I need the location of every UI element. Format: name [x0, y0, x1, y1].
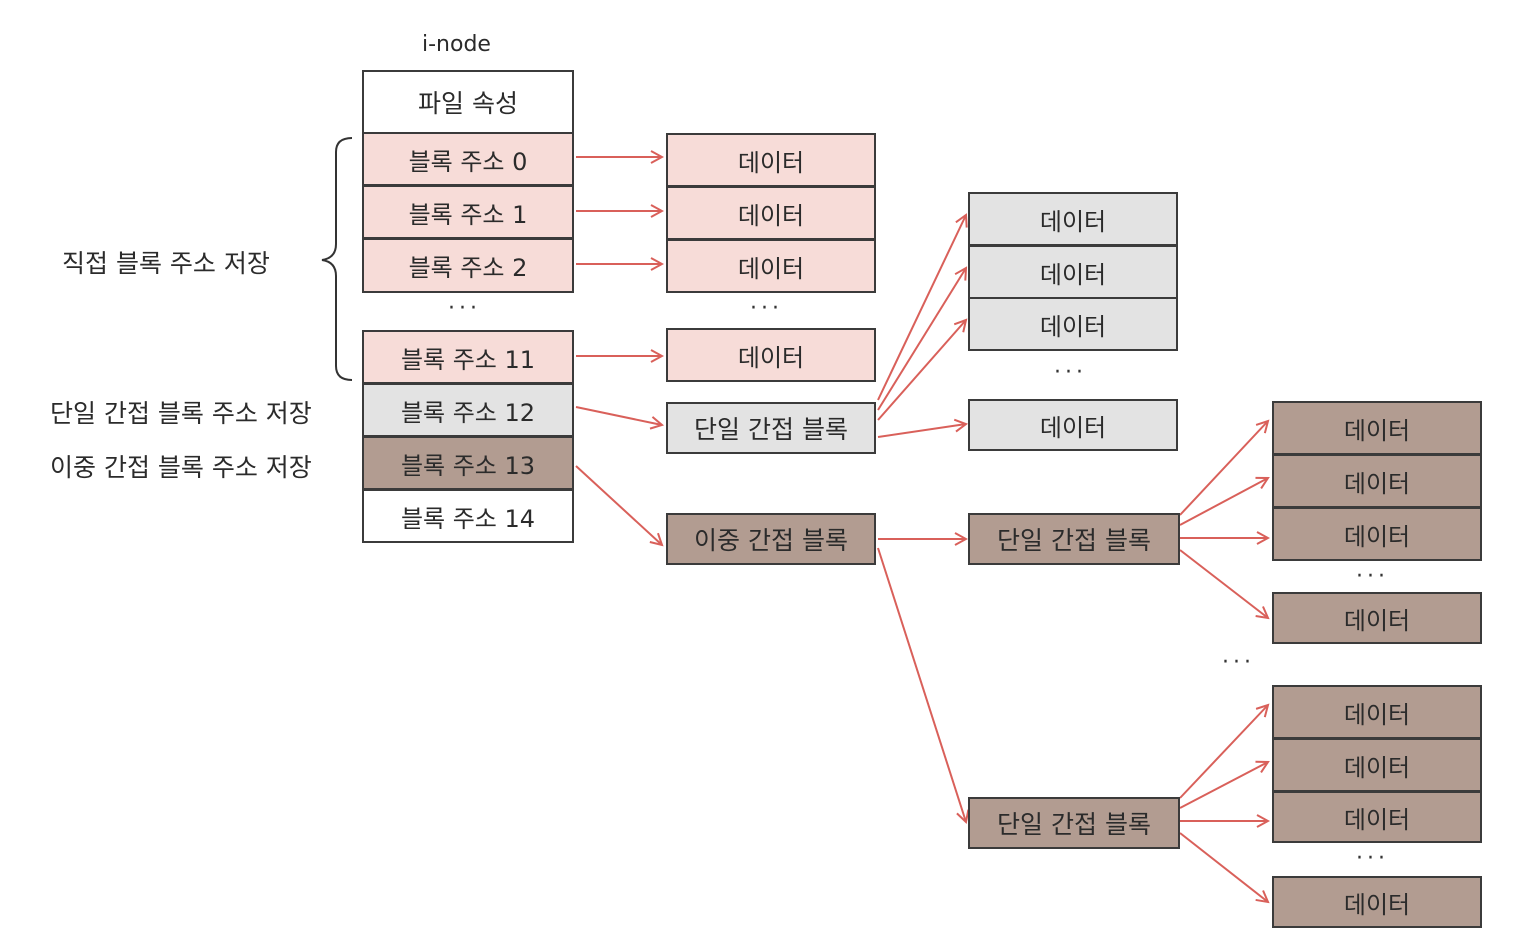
inode-addr-13: 블록 주소 13 [362, 436, 574, 490]
double-single-indirect-b: 단일 간접 블록 [968, 797, 1180, 849]
inode-addr-12: 블록 주소 12 [362, 383, 574, 437]
arrow-sb-d2 [1179, 762, 1268, 809]
inode-ellipsis: ··· [448, 296, 481, 321]
data-block-a-1: 데이터 [1272, 401, 1482, 455]
inode-addr-1: 블록 주소 1 [362, 185, 574, 239]
arrow-single-data4 [877, 424, 966, 438]
inode-title: i-node [422, 32, 491, 57]
label-direct: 직접 블록 주소 저장 [62, 249, 270, 278]
data-b-ellipsis: ··· [1356, 846, 1389, 871]
data-block-single-4: 데이터 [968, 399, 1178, 451]
data-block-single-1: 데이터 [968, 192, 1178, 246]
double-indirect-block: 이중 간접 블록 [666, 513, 876, 565]
data-block-b-3: 데이터 [1272, 791, 1482, 843]
double-level-ellipsis: ··· [1222, 650, 1255, 675]
arrow-single-data1 [877, 215, 966, 401]
arrow-single-data3 [877, 320, 966, 421]
data-block-single-2: 데이터 [968, 245, 1178, 299]
data-block-direct-1: 데이터 [666, 186, 876, 240]
arrow-sa-d2 [1179, 478, 1268, 526]
data-block-direct-0: 데이터 [666, 133, 876, 187]
label-double: 이중 간접 블록 주소 저장 [50, 453, 312, 482]
inode-addr-11: 블록 주소 11 [362, 330, 574, 384]
data-block-a-3: 데이터 [1272, 507, 1482, 561]
data-block-a-4: 데이터 [1272, 592, 1482, 644]
label-single: 단일 간접 블록 주소 저장 [50, 399, 312, 428]
data-a-ellipsis: ··· [1356, 564, 1389, 589]
single-indirect-block: 단일 간접 블록 [666, 402, 876, 454]
direct-brace [321, 137, 353, 381]
double-single-indirect-a: 단일 간접 블록 [968, 513, 1180, 565]
data-block-b-1: 데이터 [1272, 685, 1482, 739]
inode-file-attributes: 파일 속성 [362, 70, 574, 134]
arrow-sb-d4 [1179, 832, 1268, 902]
arrow-sa-d4 [1179, 549, 1268, 618]
inode-addr-14: 블록 주소 14 [362, 489, 574, 543]
data-block-direct-2: 데이터 [666, 239, 876, 293]
data-block-a-2: 데이터 [1272, 454, 1482, 508]
arrow-addr12-single [575, 406, 662, 425]
arrow-single-data2 [877, 268, 966, 411]
data-block-b-4: 데이터 [1272, 876, 1482, 928]
arrow-addr13-double [575, 465, 662, 545]
data-block-direct-11: 데이터 [666, 328, 876, 382]
inode-addr-0: 블록 주소 0 [362, 132, 574, 186]
arrow-double-single2 [877, 547, 966, 822]
inode-addr-2: 블록 주소 2 [362, 238, 574, 293]
single-data-ellipsis: ··· [1054, 360, 1087, 385]
direct-data-ellipsis: ··· [750, 296, 783, 321]
arrow-sb-d1 [1179, 705, 1268, 799]
data-block-single-3: 데이터 [968, 297, 1178, 351]
data-block-b-2: 데이터 [1272, 738, 1482, 792]
arrow-sa-d1 [1179, 421, 1268, 516]
